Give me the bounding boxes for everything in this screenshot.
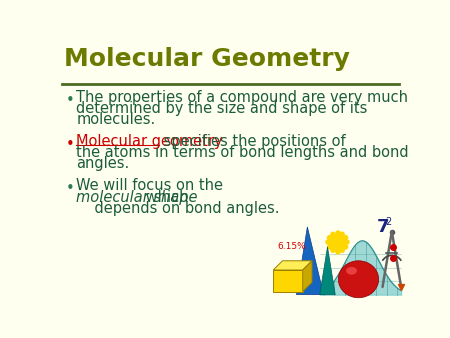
Text: determined by the size and shape of its: determined by the size and shape of its: [76, 101, 368, 116]
Polygon shape: [320, 247, 335, 295]
Text: The properties of a compound are very much: The properties of a compound are very mu…: [76, 90, 409, 105]
Polygon shape: [273, 261, 312, 270]
Text: 7: 7: [377, 218, 390, 236]
Text: Molecular Geometry: Molecular Geometry: [64, 47, 350, 71]
Text: the atoms in terms of bond lengths and bond: the atoms in terms of bond lengths and b…: [76, 145, 409, 160]
Text: angles.: angles.: [76, 156, 130, 171]
Text: specifies the positions of: specifies the positions of: [159, 134, 346, 149]
Text: molecules.: molecules.: [76, 112, 156, 127]
Text: •: •: [66, 137, 74, 152]
Ellipse shape: [338, 261, 378, 298]
Text: which: which: [141, 190, 188, 204]
Text: 2: 2: [386, 217, 392, 227]
Text: We will focus on the: We will focus on the: [76, 178, 223, 193]
Polygon shape: [297, 227, 324, 295]
Polygon shape: [303, 261, 312, 292]
Ellipse shape: [346, 267, 357, 275]
Text: •: •: [66, 182, 74, 196]
Text: •: •: [66, 93, 74, 108]
Text: molecular shape: molecular shape: [76, 190, 198, 204]
Text: Molecular geometry: Molecular geometry: [76, 134, 223, 149]
Text: depends on bond angles.: depends on bond angles.: [76, 201, 280, 216]
Polygon shape: [273, 270, 303, 292]
Text: 6.15%: 6.15%: [277, 242, 306, 251]
